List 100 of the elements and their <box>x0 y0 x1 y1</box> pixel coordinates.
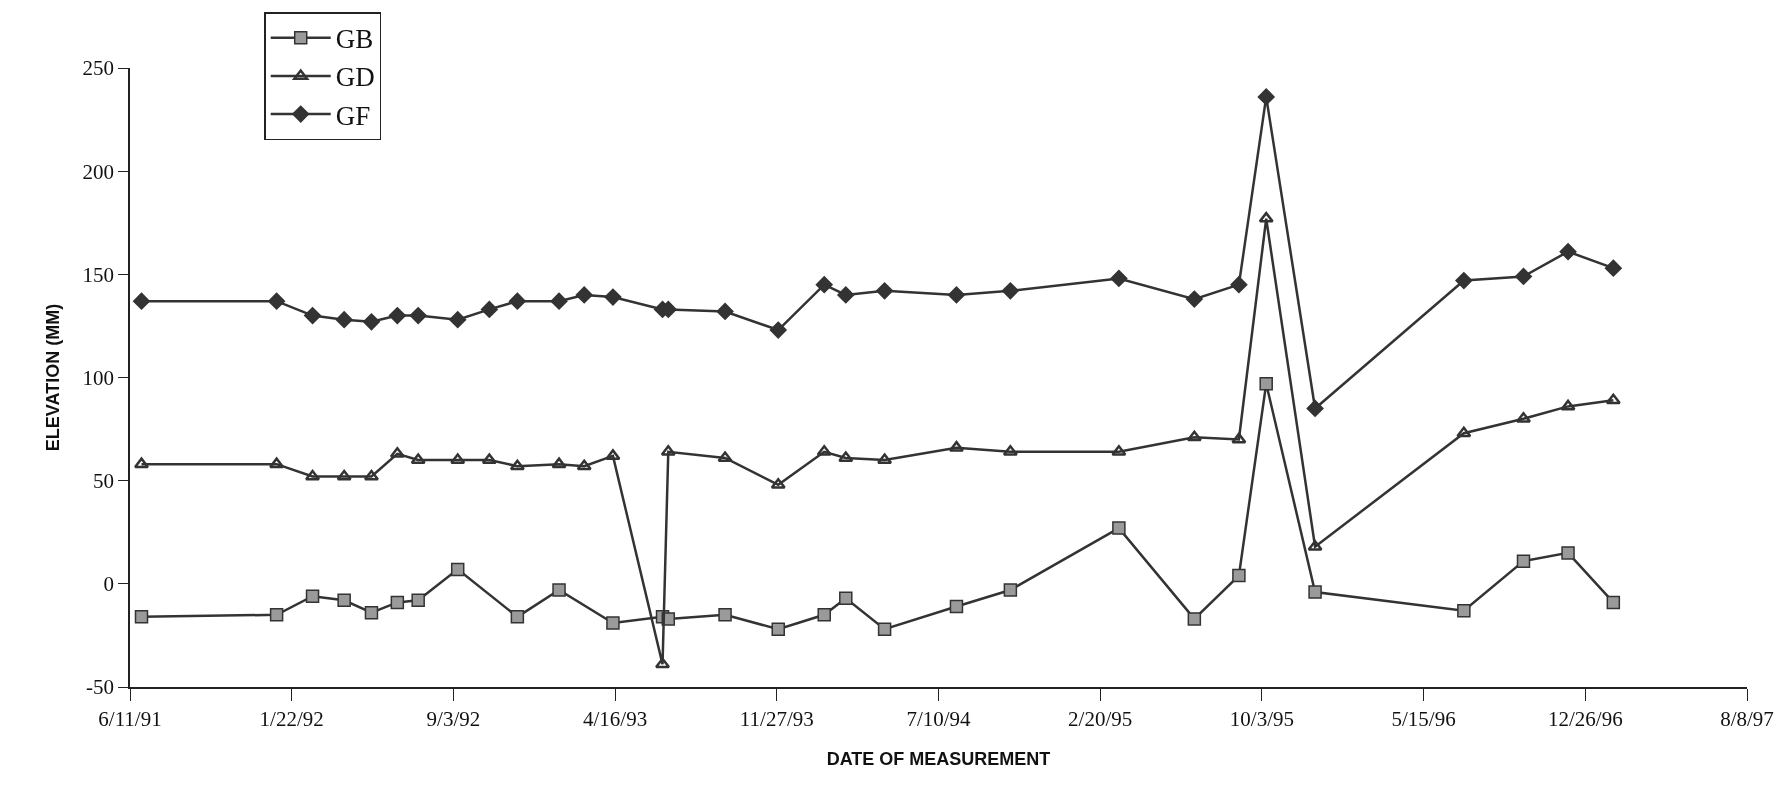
point <box>606 616 620 630</box>
point <box>1516 554 1531 568</box>
x-axis-title: DATE OF MEASUREMENT <box>826 748 1051 769</box>
point <box>303 307 322 325</box>
point <box>268 292 286 310</box>
point <box>576 459 592 471</box>
point <box>269 608 284 622</box>
point <box>132 292 151 310</box>
point <box>1604 259 1622 277</box>
point <box>1606 595 1621 610</box>
x-tick-label: 1/22/92 <box>259 706 324 731</box>
y-tick-label: 50 <box>93 469 115 494</box>
point <box>1560 399 1576 411</box>
y-tick-label: 200 <box>82 159 115 184</box>
point <box>336 469 352 481</box>
point <box>949 599 964 614</box>
point <box>1185 290 1203 308</box>
point <box>947 286 966 304</box>
point <box>815 276 833 294</box>
point <box>716 302 734 321</box>
legend-label: GF <box>335 100 371 131</box>
point <box>552 583 566 597</box>
point <box>409 307 427 325</box>
point <box>551 457 567 469</box>
point <box>1559 243 1577 261</box>
point <box>877 622 892 636</box>
point <box>337 593 351 608</box>
point <box>604 288 622 306</box>
x-tick-label: 9/3/92 <box>426 706 481 731</box>
point <box>1257 88 1275 106</box>
point <box>1605 393 1621 405</box>
y-tick-label: 100 <box>82 365 115 390</box>
point <box>1186 430 1202 442</box>
x-tick-label: 5/15/96 <box>1391 706 1456 731</box>
point <box>364 605 379 620</box>
x-tick-label: 6/11/91 <box>98 706 162 731</box>
point <box>948 440 965 452</box>
point <box>1187 612 1202 626</box>
y-tick-label: 150 <box>82 262 115 287</box>
x-tick-label: 7/10/94 <box>906 706 972 731</box>
point <box>839 591 853 606</box>
point <box>1456 426 1472 438</box>
point <box>1231 432 1247 444</box>
x-tick-label: 2/20/95 <box>1068 706 1133 731</box>
x-tick-label: 8/8/97 <box>1720 706 1774 731</box>
point <box>654 657 671 669</box>
point <box>1232 568 1246 583</box>
point <box>304 469 321 481</box>
point <box>480 300 498 318</box>
point <box>1001 282 1019 300</box>
point <box>510 610 525 624</box>
point <box>1561 546 1575 560</box>
point <box>550 292 568 310</box>
point <box>769 321 787 339</box>
point <box>362 313 381 331</box>
point <box>449 311 467 329</box>
point <box>410 453 426 465</box>
point <box>1110 269 1128 288</box>
point <box>509 459 525 471</box>
point <box>1307 539 1323 551</box>
point <box>481 453 497 465</box>
point <box>1112 521 1126 535</box>
point <box>1259 376 1273 391</box>
point <box>450 562 465 577</box>
x-tick-label: 11/27/93 <box>739 706 814 731</box>
point <box>411 593 425 608</box>
point <box>1457 603 1471 618</box>
legend-label: GD <box>335 62 375 93</box>
x-tick-label: 12/26/96 <box>1547 706 1623 731</box>
point <box>1455 271 1473 290</box>
point <box>269 457 285 469</box>
point <box>1514 267 1533 285</box>
point <box>1230 276 1248 294</box>
point <box>133 457 150 469</box>
point <box>335 311 353 329</box>
x-tick-label: 10/3/95 <box>1229 706 1294 731</box>
point <box>817 608 831 622</box>
legend-label: GB <box>335 24 374 55</box>
point <box>450 453 466 465</box>
point <box>877 453 893 465</box>
point <box>1258 211 1274 223</box>
point <box>508 292 526 310</box>
y-tick-label: 0 <box>103 572 115 597</box>
point <box>1306 399 1324 417</box>
x-tick-label: 4/16/93 <box>583 706 648 731</box>
point <box>134 610 149 624</box>
y-tick-label: -50 <box>86 675 115 700</box>
point <box>876 282 894 300</box>
point <box>305 589 320 603</box>
point <box>1308 585 1322 599</box>
point <box>390 595 405 610</box>
point <box>388 307 406 325</box>
y-tick-label: 250 <box>82 56 115 81</box>
point <box>1003 583 1018 597</box>
point <box>718 608 732 622</box>
point <box>837 286 855 304</box>
point <box>575 286 593 304</box>
point <box>771 622 785 636</box>
y-axis-title: ELEVATION (MM) <box>43 303 64 452</box>
point <box>363 469 380 481</box>
